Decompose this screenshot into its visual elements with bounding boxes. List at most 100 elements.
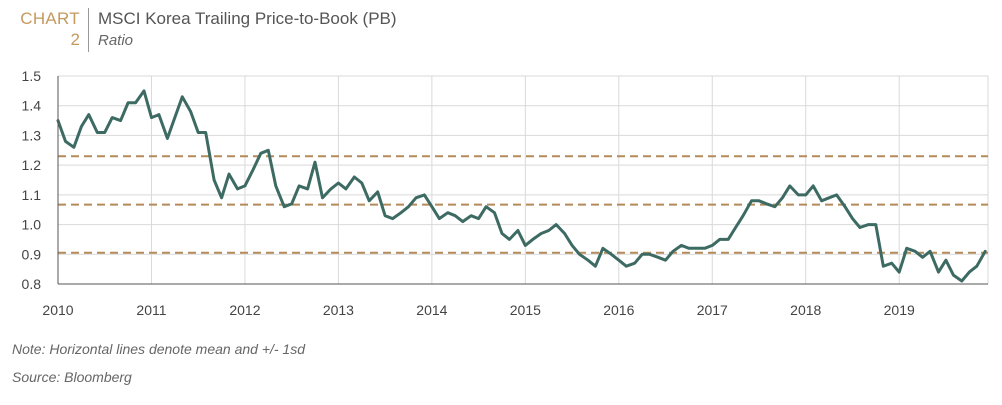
- data-point: [119, 119, 122, 122]
- data-point: [680, 244, 683, 247]
- data-point: [921, 256, 924, 259]
- data-point: [306, 188, 309, 190]
- data-point: [975, 265, 978, 267]
- data-point: [625, 265, 628, 267]
- data-point: [477, 217, 480, 220]
- data-point: [174, 116, 176, 119]
- chart-word: CHART: [20, 9, 80, 28]
- chart-subtitle: Ratio: [98, 32, 134, 49]
- data-point: [73, 146, 75, 149]
- data-point: [742, 214, 744, 217]
- data-point: [127, 101, 129, 104]
- data-point: [882, 265, 885, 267]
- data-point: [578, 253, 581, 256]
- data-point: [283, 205, 285, 208]
- data-point: [470, 214, 472, 217]
- data-point: [851, 217, 854, 220]
- line-chart: 1.51.41.31.21.11.00.90.8 2010 2011 2012 201…: [22, 68, 989, 318]
- data-point: [134, 101, 137, 104]
- data-point: [493, 211, 496, 214]
- data-point: [952, 274, 955, 276]
- data-point: [804, 194, 807, 196]
- x-tick-label: 2019: [884, 302, 915, 318]
- data-point: [734, 226, 737, 229]
- data-point: [220, 197, 223, 199]
- data-point: [501, 232, 503, 235]
- data-point: [143, 90, 145, 92]
- data-point: [330, 188, 332, 190]
- data-point: [812, 185, 815, 187]
- y-tick-label: 1.3: [22, 127, 42, 143]
- data-point: [314, 161, 316, 163]
- data-point: [260, 152, 262, 155]
- data-point: [648, 253, 651, 256]
- data-point: [828, 197, 830, 199]
- data-point: [407, 205, 410, 208]
- data-point: [321, 197, 324, 199]
- data-point: [937, 271, 940, 273]
- data-point: [80, 125, 83, 128]
- axes: [57, 76, 988, 285]
- data-point: [789, 185, 791, 187]
- data-point: [517, 229, 519, 232]
- data-point: [88, 113, 90, 116]
- data-point: [587, 259, 589, 262]
- data-point: [774, 205, 776, 208]
- data-point: [353, 176, 356, 178]
- y-tick-label: 1.5: [22, 68, 42, 84]
- data-point: [204, 131, 207, 134]
- data-point: [844, 205, 846, 208]
- data-point: [695, 247, 698, 250]
- x-tick-label: 2010: [42, 302, 73, 318]
- chart-source: Source: Bloomberg: [12, 369, 132, 385]
- data-point: [150, 116, 153, 119]
- data-point: [727, 238, 729, 241]
- y-tick-label: 1.1: [22, 187, 42, 203]
- data-point: [376, 191, 379, 193]
- data-point: [64, 140, 67, 143]
- data-point: [781, 197, 784, 199]
- data-point: [391, 217, 394, 220]
- data-point: [867, 223, 870, 226]
- data-point: [835, 194, 838, 196]
- data-point: [703, 247, 706, 250]
- data-point: [96, 131, 99, 134]
- x-tick-label: 2011: [136, 302, 166, 318]
- data-point: [555, 223, 557, 226]
- data-point: [345, 188, 347, 190]
- data-point: [875, 223, 877, 226]
- data-point: [524, 244, 527, 247]
- data-point: [758, 200, 760, 202]
- data-point: [540, 232, 543, 235]
- x-tick-labels: 2010 2011 2012 2013 2014 2015 2016 2017 2018 2019: [42, 302, 915, 318]
- data-point: [337, 182, 340, 184]
- x-tick-label: 2017: [697, 302, 728, 318]
- data-point: [984, 250, 986, 253]
- data-point: [718, 238, 721, 241]
- data-point: [859, 226, 861, 229]
- y-tick-label: 1.4: [22, 98, 42, 114]
- data-point: [298, 185, 300, 187]
- chart-header: CHART 2 MSCI Korea Trailing Price-to-Boo…: [0, 0, 1002, 60]
- x-tick-label: 2018: [790, 302, 821, 318]
- y-tick-label: 0.9: [22, 246, 42, 262]
- data-point: [454, 214, 457, 217]
- data-point: [618, 259, 620, 262]
- data-point: [563, 232, 566, 235]
- data-point: [267, 149, 270, 152]
- data-point: [594, 265, 597, 267]
- data-point: [664, 259, 667, 262]
- data-point: [103, 131, 106, 134]
- y-tick-labels: 1.5 1.4 1.3 1.2 1.1 1.0 0.9 0.8: [22, 68, 42, 292]
- data-point: [111, 116, 114, 119]
- series-layer: [56, 89, 987, 283]
- data-point: [360, 182, 363, 184]
- x-tick-label: 2013: [323, 302, 354, 318]
- data-point: [384, 214, 386, 217]
- data-point: [914, 250, 916, 253]
- data-point: [228, 173, 230, 175]
- data-point: [602, 247, 604, 250]
- data-point: [532, 238, 534, 241]
- data-point: [961, 280, 963, 282]
- reference-lines: [58, 155, 988, 254]
